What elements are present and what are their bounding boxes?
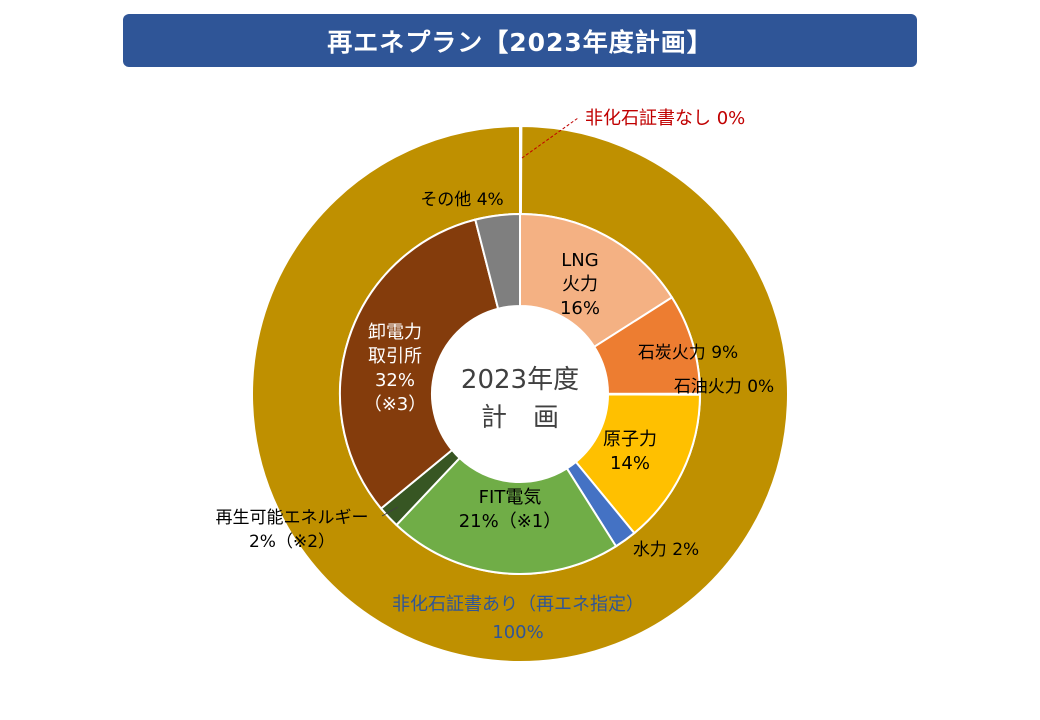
label---7-line-0: 卸電力 [368, 322, 422, 343]
leader-line-no-certificate [521, 117, 579, 159]
label---7-line-1: 取引所 [368, 346, 422, 367]
label---8-line-0: その他 4% [420, 190, 503, 210]
label-lng--0-line-2: 16% [560, 298, 600, 319]
label-with-certificate-line-0: 非化石証書あり（再エネ指定） [392, 594, 644, 615]
label---6-line-0: 再生可能エネルギー [216, 508, 369, 528]
label---1-line-0: 石炭火力 9% [638, 343, 738, 363]
label---3-line-0: 原子力 [603, 429, 657, 450]
label---7-line-3: （※3） [364, 394, 427, 415]
label---6-line-1: 2%（※2） [249, 532, 335, 552]
label-lng--0-line-1: 火力 [562, 274, 598, 295]
inner-slice-0 [519, 212, 674, 349]
center-label-line-0: 2023年度 [461, 365, 579, 395]
label---4-line-0: 水力 2% [633, 540, 699, 560]
chart-title: 再エネプラン【2023年度計画】 [123, 14, 917, 67]
center-label-line-1: 計 画 [481, 403, 559, 433]
leader-line-renewable [381, 506, 399, 517]
inner-slice-7 [339, 218, 500, 510]
center-label: 2023年度計 画 [461, 365, 579, 433]
slice-labels: LNG 火力 16% 石炭火力 9% 石油火力 0% 原子力 14% 水力 2% FIT電気 21… [216, 108, 775, 643]
label-no-certificate: 非化石証書なし 0% [585, 108, 745, 129]
inner-ring [339, 212, 702, 575]
label-fit--5-line-0: FIT電気 [479, 487, 542, 508]
label-with-certificate-line-1: 100% [492, 622, 543, 643]
label-fit--5-line-1: 21%（※1） [459, 511, 562, 532]
label---7-line-2: 32% [375, 370, 415, 391]
label---2-line-0: 石油火力 0% [674, 377, 774, 397]
inner-slice-8 [474, 212, 521, 310]
label---3-line-1: 14% [610, 453, 650, 474]
label-lng--0-line-0: LNG [561, 250, 598, 271]
inner-slice-5 [395, 456, 618, 575]
